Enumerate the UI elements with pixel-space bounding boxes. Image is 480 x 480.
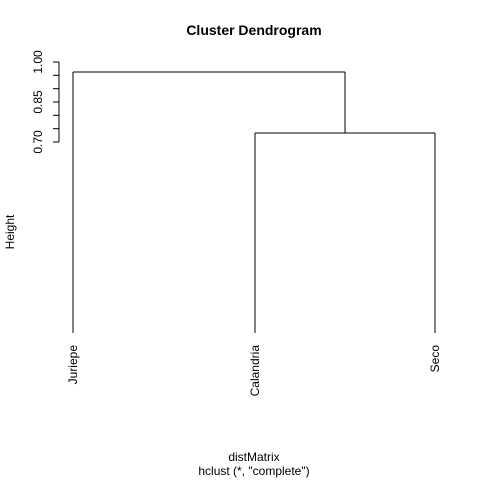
- chart-subtitle: hclust (*, "complete"): [198, 464, 309, 478]
- y-axis-label: Height: [3, 214, 17, 249]
- leaf-labels: Juriepe Calandria Seco: [66, 345, 442, 397]
- x-axis-label: distMatrix: [228, 450, 279, 464]
- leaf-label: Juriepe: [66, 345, 80, 385]
- y-axis: 0.70 0.85 1.00: [31, 50, 60, 154]
- dendrogram-tree: [72, 71, 436, 333]
- chart-title: Cluster Dendrogram: [186, 22, 321, 38]
- y-tick-label: 0.70: [31, 130, 45, 154]
- leaf-label: Seco: [428, 345, 442, 373]
- y-tick-label: 1.00: [31, 50, 45, 74]
- leaf-label: Calandria: [248, 345, 262, 397]
- y-tick-label: 0.85: [31, 90, 45, 114]
